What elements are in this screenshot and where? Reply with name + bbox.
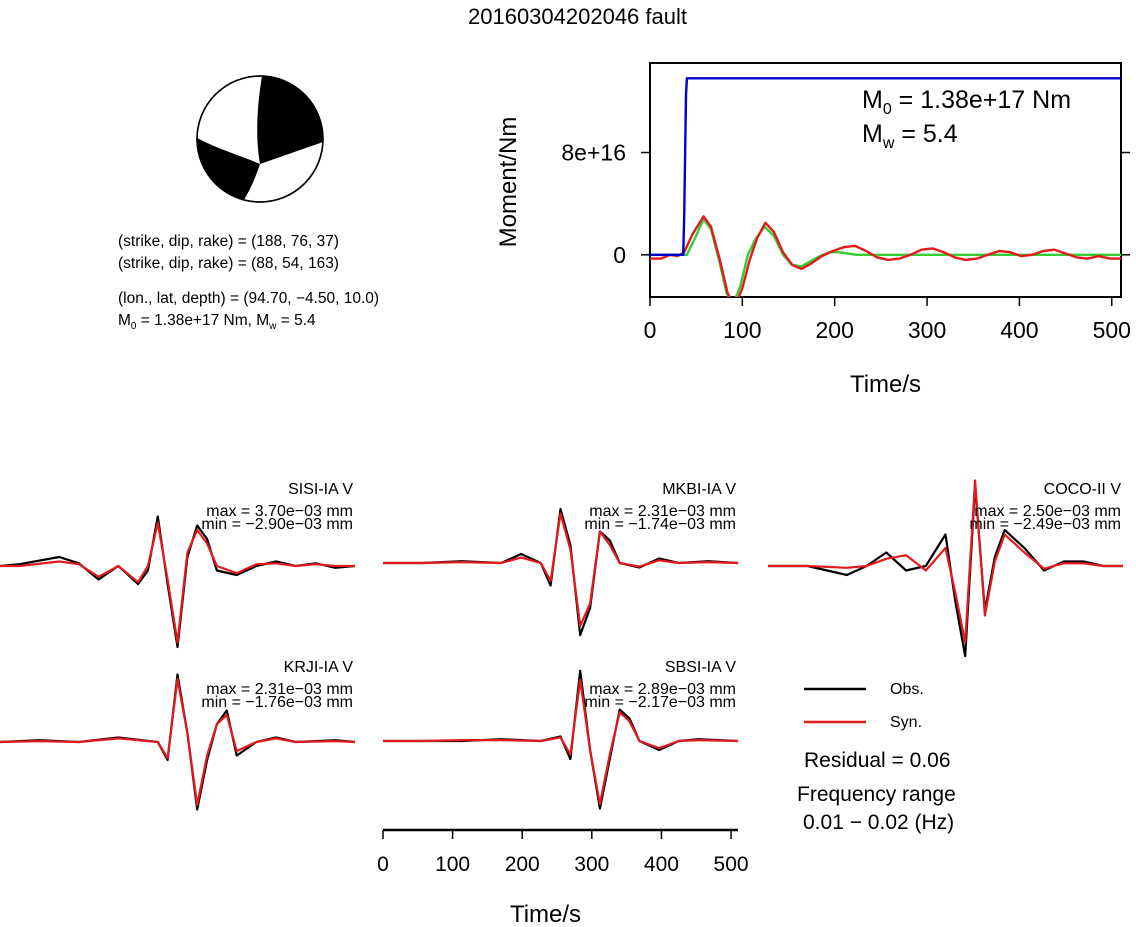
moment-x-tick-label-100: 100 [723,317,761,343]
synthetic-trace [768,479,1123,644]
station-max: max = 2.31e−03 mm [206,681,353,698]
synthetic-trace [383,678,739,806]
moment-plot-frame [649,62,1122,298]
figure-title: 20160304202046 fault [468,4,687,29]
waveform-x-tick-label-400: 400 [644,853,679,876]
waveform-x-tick-label-500: 500 [714,853,749,876]
moment-y-tick-label-0: 0 [613,242,626,268]
nodal-plane-1-text: (strike, dip, rake) = (188, 76, 37) [118,233,339,250]
waveform-x-tick-label-0: 0 [377,853,389,876]
beachball [196,75,324,203]
legend-syn-label: Syn. [890,714,923,731]
moment-annotation-mw: Mw = 5.4 [862,120,958,152]
waveform-x-axis-label: Time/s [510,901,581,927]
moment-x-tick-label-0: 0 [644,317,657,343]
station-max: max = 2.31e−03 mm [589,503,736,520]
station-name: KRJI-IA V [284,659,354,676]
residual-text: Residual = 0.06 [804,749,951,772]
legend [804,687,866,724]
frequency-range-label: Frequency range [797,783,956,806]
moment-summary-text: M0 = 1.38e+17 Nm, Mw = 5.4 [118,312,316,333]
waveform-x-tick-label-100: 100 [435,853,470,876]
synthetic-trace [0,521,355,644]
station-max: max = 2.89e−03 mm [589,681,736,698]
station-name: SBSI-IA V [665,659,736,676]
waveform-x-tick-label-300: 300 [574,853,609,876]
station-min: min = −1.76e−03 mm [201,694,353,711]
station-name: COCO-II V [1044,481,1122,498]
station-min: min = −2.49e−03 mm [969,516,1121,533]
moment-series-red_trace [650,215,1121,297]
moment-x-tick-label-400: 400 [1000,317,1038,343]
moment-rate-chart: 0 100 200 300 400 500 0 8e+16 Time/s Moment/Nm [495,62,1131,398]
station-name: MKBI-IA V [662,481,736,498]
moment-x-tick-label-200: 200 [816,317,854,343]
moment-annotation-m0: M0 = 1.38e+17 Nm [862,86,1072,118]
location-text: (lon., lat, depth) = (94.70, −4.50, 10.0… [118,290,380,307]
synthetic-trace [383,512,739,628]
moment-y-axis-label: Moment/Nm [495,117,522,248]
moment-series-cumulative_moment [650,77,1121,257]
legend-obs-label: Obs. [890,681,924,698]
moment-y-tick-label-1: 8e+16 [561,140,626,166]
waveform-x-tick-label-200: 200 [505,853,540,876]
frequency-range-value: 0.01 − 0.02 (Hz) [803,811,955,834]
station-name: SISI-IA V [288,481,353,498]
nodal-plane-2-text: (strike, dip, rake) = (88, 54, 163) [118,255,339,272]
synthetic-trace [0,677,356,807]
station-max: max = 2.50e−03 mm [974,503,1121,520]
station-min: min = −2.90e−03 mm [201,516,353,533]
moment-x-axis-label: Time/s [850,371,921,398]
station-min: min = −2.17e−03 mm [584,694,736,711]
beachball-compression-quadrant-1 [257,76,323,164]
station-max: max = 3.70e−03 mm [206,503,353,520]
moment-x-tick-label-500: 500 [1093,317,1131,343]
observed-trace [0,515,356,649]
moment-x-tick-label-300: 300 [908,317,946,343]
station-min: min = −1.74e−03 mm [584,516,736,533]
